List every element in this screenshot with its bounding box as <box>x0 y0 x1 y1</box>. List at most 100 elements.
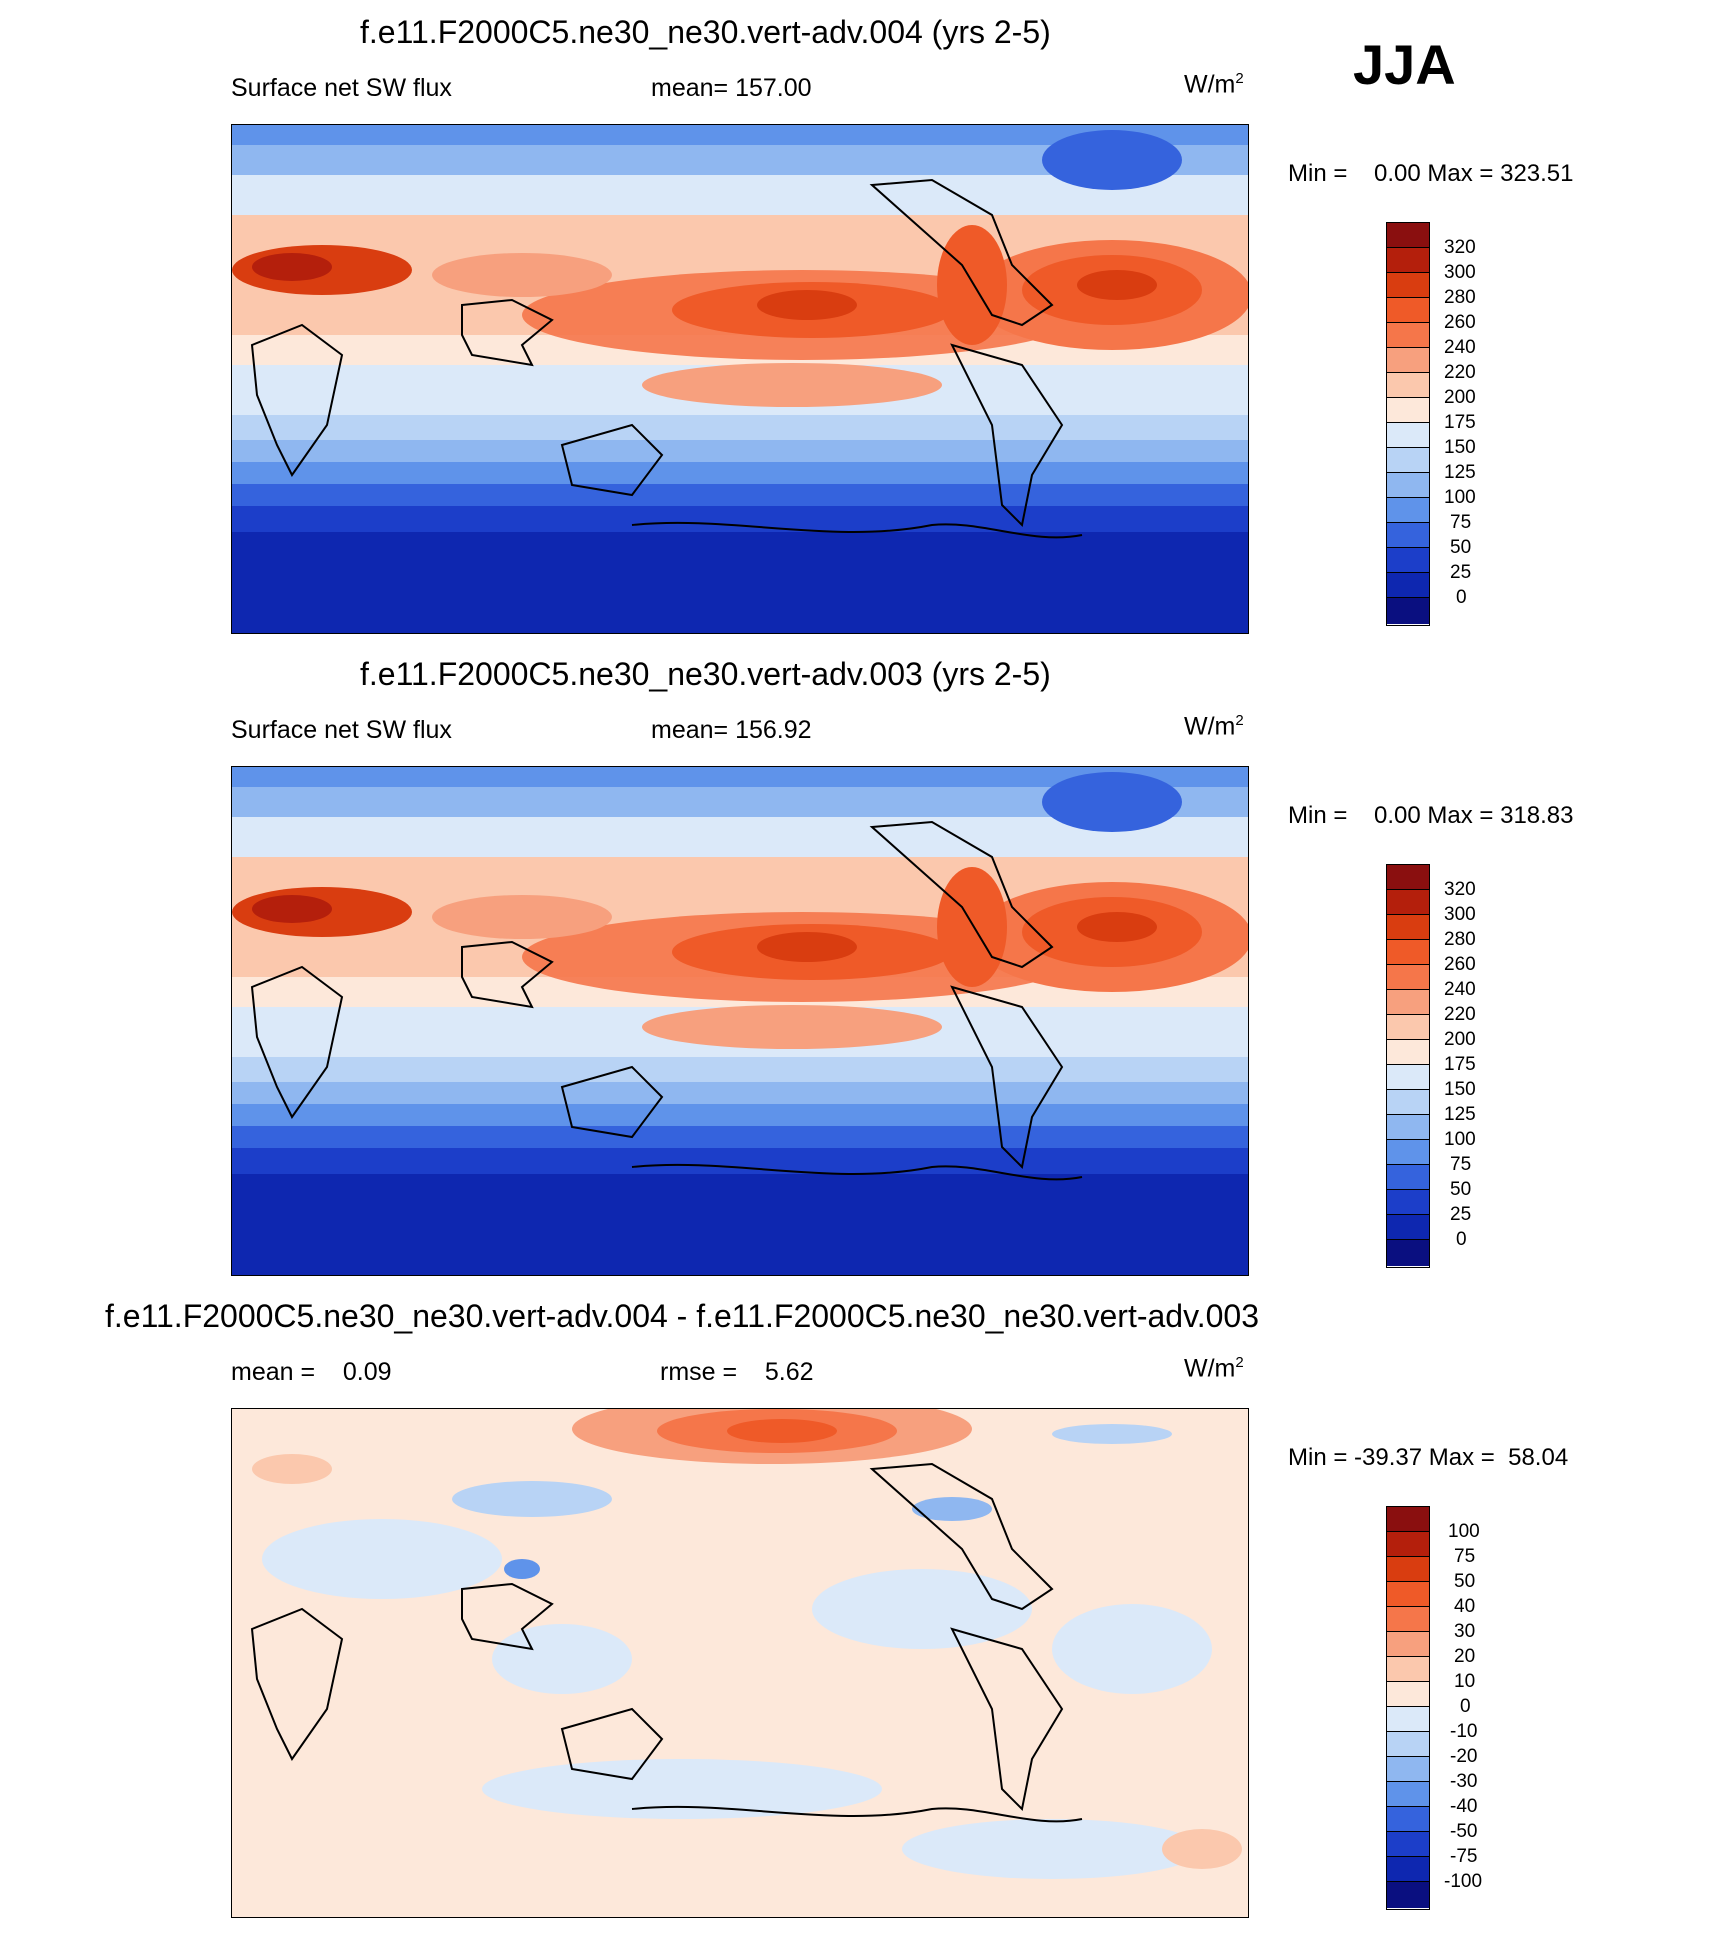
colorbar-label: -50 <box>1450 1821 1478 1842</box>
colorbar-segment <box>1387 915 1429 940</box>
panel-1-variable: Surface net SW flux <box>231 74 452 102</box>
colorbar-label: 240 <box>1444 337 1476 358</box>
colorbar-segment <box>1387 1657 1429 1682</box>
colorbar-label: 75 <box>1454 1546 1476 1567</box>
colorbar-segment <box>1387 890 1429 915</box>
colorbar-segment <box>1387 1632 1429 1657</box>
colorbar-segment <box>1387 1782 1429 1807</box>
panel-3-map <box>231 1408 1249 1918</box>
colorbar-segment <box>1387 1190 1429 1215</box>
colorbar-segment <box>1387 1040 1429 1065</box>
panel-2-title: f.e11.F2000C5.ne30_ne30.vert-adv.003 (yr… <box>360 656 1051 692</box>
panel-2-colorbar <box>1386 864 1430 1268</box>
colorbar-label: 50 <box>1450 1179 1472 1200</box>
colorbar-segment <box>1387 1115 1429 1140</box>
colorbar-label: 175 <box>1444 1054 1476 1075</box>
colorbar-label: 75 <box>1450 512 1472 533</box>
colorbar-label: 150 <box>1444 1079 1476 1100</box>
colorbar-label: 260 <box>1444 312 1476 333</box>
colorbar-segment <box>1387 348 1429 373</box>
colorbar-segment <box>1387 473 1429 498</box>
colorbar-label: 20 <box>1454 1646 1476 1667</box>
panel-1-title: f.e11.F2000C5.ne30_ne30.vert-adv.004 (yr… <box>360 14 1051 50</box>
colorbar-segment <box>1387 1607 1429 1632</box>
colorbar-label: 75 <box>1450 1154 1472 1175</box>
colorbar-label: 10 <box>1454 1671 1476 1692</box>
colorbar-segment <box>1387 423 1429 448</box>
colorbar-label: 50 <box>1454 1571 1476 1592</box>
panel-3-rmse: rmse = 5.62 <box>660 1358 814 1386</box>
panel-3-mean: mean = 0.09 <box>231 1358 392 1386</box>
panel-1-units: W/m2 <box>1184 70 1244 99</box>
colorbar-segment <box>1387 248 1429 273</box>
panel-3-title: f.e11.F2000C5.ne30_ne30.vert-adv.004 - f… <box>105 1298 1259 1334</box>
colorbar-label: 25 <box>1450 1204 1472 1225</box>
colorbar-segment <box>1387 1557 1429 1582</box>
colorbar-segment <box>1387 1757 1429 1782</box>
colorbar-label: 0 <box>1460 1696 1471 1717</box>
colorbar-label: 100 <box>1448 1521 1480 1542</box>
colorbar-label: 30 <box>1454 1621 1476 1642</box>
colorbar-segment <box>1387 1582 1429 1607</box>
colorbar-segment <box>1387 1732 1429 1757</box>
colorbar-label: 0 <box>1456 587 1467 608</box>
panel-1-mean: mean= 157.00 <box>651 74 812 102</box>
colorbar-label: 100 <box>1444 1129 1476 1150</box>
colorbar-label: 300 <box>1444 904 1476 925</box>
colorbar-label: -40 <box>1450 1796 1478 1817</box>
colorbar-segment <box>1387 940 1429 965</box>
colorbar-segment <box>1387 1857 1429 1882</box>
season-label: JJA <box>1353 33 1456 96</box>
colorbar-label: 320 <box>1444 879 1476 900</box>
panel-3-units: W/m2 <box>1184 1354 1244 1383</box>
panel-3-minmax: Min = -39.37 Max = 58.04 <box>1288 1444 1569 1471</box>
colorbar-segment <box>1387 1165 1429 1190</box>
colorbar-segment <box>1387 1015 1429 1040</box>
colorbar-segment <box>1387 398 1429 423</box>
colorbar-segment <box>1387 1707 1429 1732</box>
colorbar-segment <box>1387 598 1429 624</box>
colorbar-label: 200 <box>1444 1029 1476 1050</box>
colorbar-segment <box>1387 498 1429 523</box>
colorbar-label: -100 <box>1444 1871 1483 1892</box>
colorbar-label: 25 <box>1450 562 1472 583</box>
colorbar-label: 300 <box>1444 262 1476 283</box>
colorbar-label: -75 <box>1450 1846 1478 1867</box>
panel-1-colorbar <box>1386 222 1430 626</box>
colorbar-label: 0 <box>1456 1229 1467 1250</box>
colorbar-segment <box>1387 373 1429 398</box>
colorbar-segment <box>1387 1882 1429 1908</box>
colorbar-segment <box>1387 1240 1429 1266</box>
colorbar-segment <box>1387 1140 1429 1165</box>
colorbar-label: 125 <box>1444 462 1476 483</box>
panel-3-colorbar <box>1386 1506 1430 1910</box>
colorbar-segment <box>1387 298 1429 323</box>
colorbar-segment <box>1387 548 1429 573</box>
colorbar-label: -20 <box>1450 1746 1478 1767</box>
colorbar-label: -10 <box>1450 1721 1478 1742</box>
colorbar-segment <box>1387 865 1429 890</box>
colorbar-segment <box>1387 523 1429 548</box>
colorbar-segment <box>1387 223 1429 248</box>
colorbar-segment <box>1387 1532 1429 1557</box>
panel-2-minmax: Min = 0.00 Max = 318.83 <box>1288 802 1574 829</box>
colorbar-label: 260 <box>1444 954 1476 975</box>
colorbar-segment <box>1387 323 1429 348</box>
panel-2-units: W/m2 <box>1184 712 1244 741</box>
colorbar-label: 220 <box>1444 1004 1476 1025</box>
colorbar-segment <box>1387 1090 1429 1115</box>
colorbar-segment <box>1387 1832 1429 1857</box>
colorbar-label: 220 <box>1444 362 1476 383</box>
colorbar-label: 200 <box>1444 387 1476 408</box>
colorbar-segment <box>1387 1507 1429 1532</box>
colorbar-segment <box>1387 1065 1429 1090</box>
colorbar-label: 100 <box>1444 487 1476 508</box>
colorbar-label: 280 <box>1444 929 1476 950</box>
colorbar-segment <box>1387 273 1429 298</box>
colorbar-segment <box>1387 1682 1429 1707</box>
colorbar-segment <box>1387 990 1429 1015</box>
colorbar-label: 150 <box>1444 437 1476 458</box>
panel-2-variable: Surface net SW flux <box>231 716 452 744</box>
colorbar-label: 50 <box>1450 537 1472 558</box>
colorbar-segment <box>1387 965 1429 990</box>
